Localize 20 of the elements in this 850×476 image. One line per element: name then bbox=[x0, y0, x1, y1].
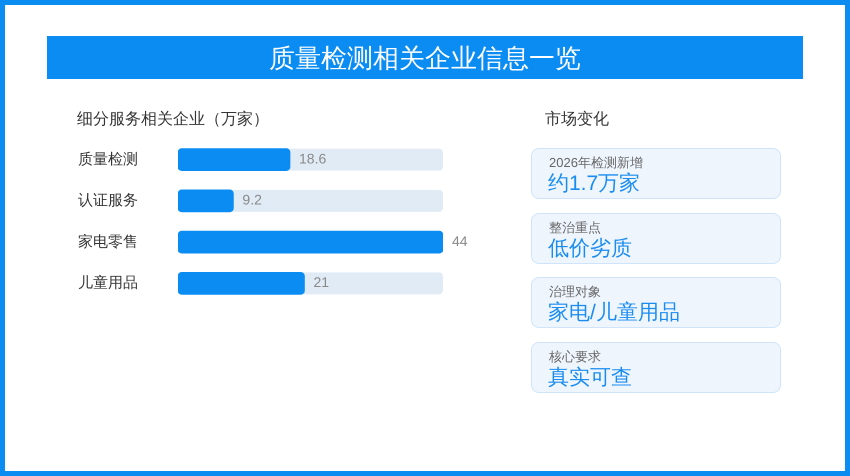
chart-subtitle: 细分服务相关企业（万家） bbox=[77, 111, 269, 128]
text: 整治重点 bbox=[549, 220, 601, 235]
bar bbox=[178, 190, 234, 212]
y-tick-label: 认证服务 bbox=[78, 192, 138, 210]
data-label: 18.6 bbox=[299, 150, 326, 166]
y-tick-label: 儿童用品 bbox=[78, 274, 138, 292]
text: 核心要求 bbox=[549, 349, 601, 364]
text: 低价劣质 bbox=[548, 236, 632, 260]
text: 治理对象 bbox=[549, 284, 601, 300]
text: 2026年检测新增 bbox=[549, 155, 643, 170]
text: 家电/儿童用品 bbox=[548, 301, 680, 324]
text: 约1.7万家 bbox=[548, 172, 640, 195]
data-label: 21 bbox=[313, 274, 330, 290]
chart-title: 质量检测相关企业信息一览 bbox=[269, 42, 581, 72]
y-tick-label: 家电零售 bbox=[78, 233, 138, 250]
data-label: 44 bbox=[452, 232, 468, 249]
data-label: 9.2 bbox=[242, 192, 262, 208]
text: 市场变化 bbox=[545, 111, 609, 128]
text: 真实可查 bbox=[548, 366, 632, 390]
y-tick-label: 质量检测 bbox=[78, 150, 138, 168]
